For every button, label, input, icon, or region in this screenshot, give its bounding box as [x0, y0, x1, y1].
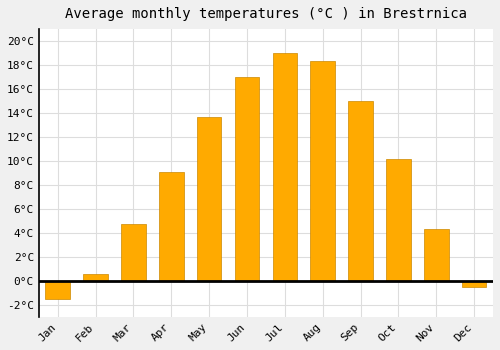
- Bar: [234, 77, 260, 281]
- Bar: [46, 281, 70, 299]
- Bar: [386, 159, 410, 281]
- Bar: [84, 274, 108, 281]
- Bar: [121, 224, 146, 281]
- Bar: [310, 62, 335, 281]
- Bar: [462, 281, 486, 287]
- Bar: [348, 101, 373, 281]
- Title: Average monthly temperatures (°C ) in Brestrnica: Average monthly temperatures (°C ) in Br…: [65, 7, 467, 21]
- Bar: [159, 172, 184, 281]
- Bar: [424, 229, 448, 281]
- Bar: [272, 53, 297, 281]
- Bar: [197, 117, 222, 281]
